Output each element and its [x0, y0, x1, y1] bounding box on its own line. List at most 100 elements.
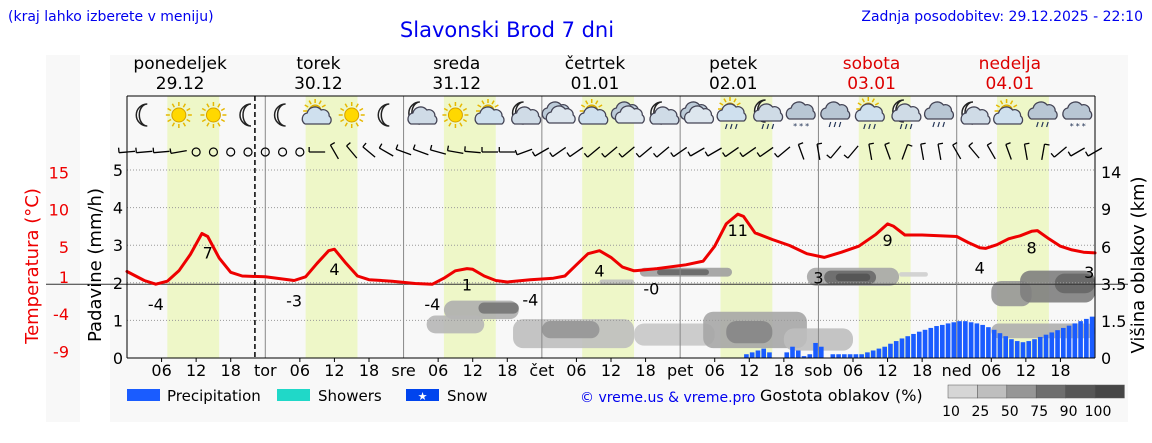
sun-ray: [344, 103, 348, 108]
daylight-band: [582, 96, 635, 358]
cloud-density-swatch: [947, 384, 978, 399]
temperature-value-label: 4: [975, 259, 985, 278]
snow-star-icon: ★: [418, 390, 428, 403]
precipitation-bar: [986, 327, 991, 358]
menu-hint-link[interactable]: (kraj lahko izberete v meniju): [8, 9, 214, 25]
wind-barb: [797, 144, 805, 160]
temperature-axis-panel: [46, 55, 80, 422]
sun-ray: [217, 122, 221, 127]
wind-barb: [464, 150, 481, 154]
temperature-value-label: 7: [203, 244, 213, 263]
wind-barb: [656, 146, 670, 158]
wind-barb: [777, 146, 791, 158]
x-tick-label: 06: [705, 361, 725, 380]
x-tick-label: 18: [359, 361, 379, 380]
wind-barb-feather: [952, 142, 958, 146]
wind-barb-feather: [583, 152, 589, 158]
wind-barb: [170, 149, 187, 155]
x-tick-label: 06: [428, 361, 448, 380]
rain-drop: [766, 123, 770, 130]
temperature-value-label: 4: [594, 262, 604, 281]
precipitation-bar: [813, 342, 818, 358]
wind-barb: [621, 146, 635, 158]
wind-barb-feather: [566, 152, 571, 157]
precipitation-bar: [1066, 325, 1072, 358]
precipitation-bar: [1032, 339, 1037, 358]
sun-ray: [580, 104, 586, 108]
cloud-shape: [923, 101, 954, 120]
sun-ray: [871, 98, 875, 103]
cloud-height-tick-label: 3.5: [1101, 275, 1126, 294]
precipitation-bar: [876, 348, 882, 358]
cloud-rain-icon: [1027, 101, 1058, 128]
sun-ray: [861, 98, 865, 103]
sun-ray: [308, 100, 312, 105]
cloud-shape: [960, 106, 991, 125]
precipitation-bar: [968, 322, 974, 358]
precipitation-bar: [1037, 336, 1043, 358]
wind-barb-feather: [635, 152, 640, 158]
cloud-density-step-label: 50: [1001, 404, 1019, 420]
cloud-icon: [541, 101, 576, 124]
legend: Precipitation Showers ★ Snow © vreme.us …: [127, 384, 1125, 420]
day-date: 04.01: [986, 74, 1035, 94]
cloud-blob: [835, 273, 871, 282]
precipitation-bar: [1089, 316, 1095, 358]
day-abbr-label: ned: [942, 361, 972, 380]
cloud-shape: [891, 103, 922, 122]
wind-barb: [986, 144, 996, 160]
precipitation-bar: [957, 321, 962, 358]
temperature-value-label: 4: [329, 260, 339, 279]
wind-barb: [604, 146, 618, 158]
wind-barb: [884, 144, 891, 160]
temperature-value-label: 1: [462, 276, 472, 295]
cloud-height-axis-title: Višina oblakov (km): [1128, 176, 1149, 353]
cloud-density-swatch: [1035, 384, 1066, 399]
cloud-shape: [753, 103, 784, 122]
x-tick-label: 18: [912, 361, 932, 380]
cloud-density-swatch: [1094, 384, 1125, 399]
rain-drop: [838, 121, 842, 128]
wind-barb-feather: [816, 142, 823, 145]
precipitation-bars: [744, 316, 1095, 358]
day-date: 02.01: [709, 74, 758, 94]
precipitation-bar: [836, 354, 841, 358]
sun-cloud-icon: [993, 99, 1024, 125]
precipitation-tick-label: 5: [113, 161, 123, 180]
rain-drop: [828, 121, 832, 128]
x-tick-label: 18: [635, 361, 655, 380]
wind-barb-feather: [937, 142, 944, 145]
precipitation-tick-label: 3: [113, 236, 123, 255]
wind-barb: [1041, 144, 1046, 160]
cloud-shape: [1027, 101, 1058, 120]
x-tick-label: 06: [290, 361, 310, 380]
temperature-tick-label: 15: [49, 163, 69, 182]
snow-flake: *: [1070, 122, 1074, 131]
sun-ray: [1009, 100, 1014, 105]
rain-drop: [761, 123, 765, 130]
rain-drop: [937, 121, 941, 128]
precipitation-bar: [905, 336, 911, 358]
sun-ray: [201, 118, 207, 123]
temperature-value-label: 3: [813, 268, 823, 287]
precipitation-bar: [801, 356, 807, 358]
sun-ray: [448, 122, 452, 127]
precipitation-bar: [870, 350, 876, 358]
wind-barb-feather: [1024, 142, 1030, 145]
wind-barb-feather: [968, 142, 974, 147]
precipitation-bar: [853, 354, 859, 358]
sun-ray: [171, 122, 176, 127]
wind-barb-feather: [1050, 152, 1055, 158]
precipitation-bar: [865, 352, 870, 358]
day-date: 29.12: [156, 74, 205, 94]
copyright-link[interactable]: © vreme.us & vreme.pro: [580, 390, 755, 406]
temperature-tick-label: 10: [49, 201, 69, 220]
sky-icons: * * * * * *: [135, 97, 1093, 131]
temperature-tick-label: -4: [53, 305, 69, 324]
wind-barb: [742, 146, 757, 158]
cloud-shape: [716, 103, 747, 122]
wind-barb: [395, 148, 412, 156]
wind-barb: [153, 150, 170, 154]
temperature-value-label: -3: [286, 291, 302, 310]
